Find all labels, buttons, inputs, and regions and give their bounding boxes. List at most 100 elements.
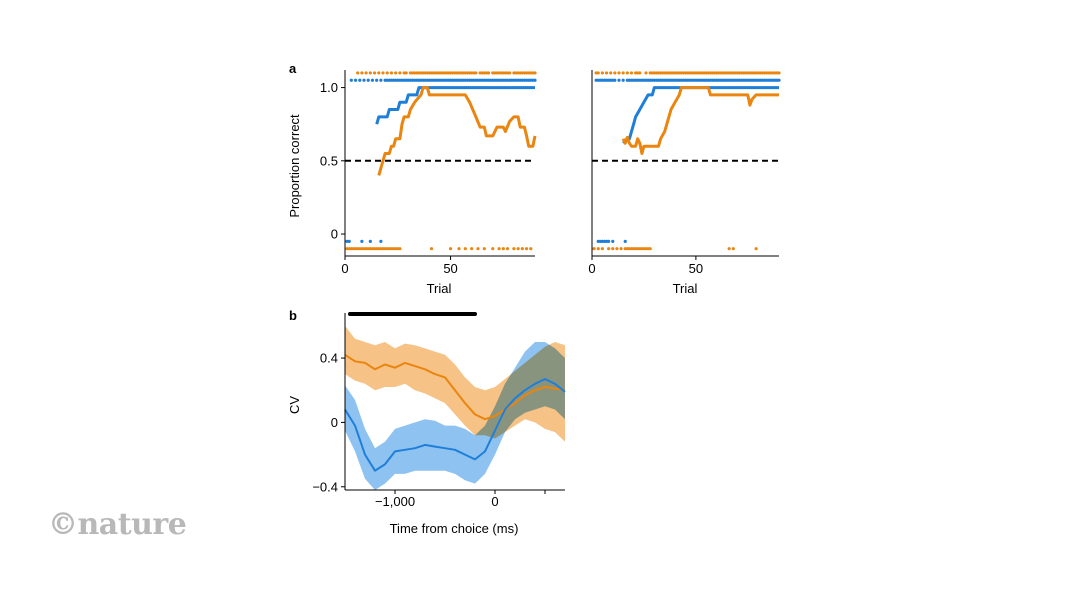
trial-outcome-dot bbox=[644, 71, 648, 75]
trial-outcome-dot bbox=[385, 71, 389, 75]
trial-outcome-dot bbox=[404, 71, 408, 75]
trial-outcome-dot bbox=[370, 78, 375, 82]
trial-outcome-dot bbox=[356, 71, 360, 75]
trial-outcome-dot bbox=[364, 71, 368, 75]
trial-outcome-dot bbox=[474, 71, 478, 75]
trial-outcome-dot bbox=[611, 239, 615, 243]
trial-outcome-dot bbox=[629, 71, 634, 75]
trial-outcome-dot bbox=[731, 247, 735, 251]
trial-outcome-dot bbox=[497, 247, 501, 251]
trial-outcome-dot bbox=[533, 78, 537, 82]
trial-outcome-dot bbox=[607, 247, 611, 251]
series-line-orange bbox=[377, 86, 537, 176]
trial-outcome-dot bbox=[358, 78, 362, 82]
trial-outcome-dot bbox=[353, 78, 358, 82]
trial-outcome-dot bbox=[347, 239, 351, 243]
series-line-blue bbox=[375, 86, 535, 125]
x-tick-label: 0 bbox=[491, 494, 498, 509]
trial-outcome-dot bbox=[596, 247, 600, 251]
trial-outcome-dot bbox=[621, 71, 625, 75]
trial-outcome-dot bbox=[379, 78, 383, 82]
trial-outcome-dot bbox=[372, 71, 377, 75]
y-tick-label: 0 bbox=[331, 227, 338, 242]
trial-outcome-dot bbox=[362, 78, 366, 82]
b-y-axis-title: CV bbox=[287, 396, 302, 414]
trial-outcome-dot bbox=[754, 247, 758, 251]
trial-outcome-dot bbox=[501, 247, 505, 251]
trial-outcome-dot bbox=[368, 239, 372, 243]
trial-outcome-dot bbox=[533, 71, 537, 75]
nature-watermark: ©nature bbox=[48, 507, 187, 542]
y-tick-label: 0.5 bbox=[320, 153, 338, 168]
panel-label-a: a bbox=[289, 61, 297, 76]
trial-outcome-dot bbox=[604, 71, 609, 75]
x-tick-label: 50 bbox=[689, 261, 703, 276]
trial-outcome-dot bbox=[505, 247, 510, 251]
trial-outcome-dot bbox=[619, 247, 623, 251]
chart-a-left: 0 50 0 0.5 1.0 bbox=[320, 70, 537, 276]
trial-outcome-dot bbox=[470, 247, 474, 251]
trial-outcome-dot bbox=[648, 247, 652, 251]
trial-outcome-dot bbox=[482, 247, 486, 251]
trial-outcome-dot bbox=[394, 71, 398, 75]
trial-outcome-dot bbox=[429, 247, 434, 251]
trial-outcome-dot bbox=[476, 247, 480, 251]
trial-outcome-dot bbox=[508, 71, 512, 75]
trial-outcome-dot bbox=[491, 247, 495, 251]
trial-outcome-dot bbox=[600, 247, 604, 251]
trial-outcome-dot bbox=[457, 247, 461, 251]
trial-outcome-dot bbox=[381, 71, 385, 75]
trial-outcome-dot bbox=[617, 71, 621, 75]
panel-label-b: b bbox=[289, 308, 297, 323]
trial-outcome-dot bbox=[609, 71, 613, 75]
confidence-band-blue bbox=[345, 342, 565, 490]
trial-outcome-dot bbox=[529, 247, 533, 251]
trial-outcome-dot bbox=[398, 247, 402, 251]
trial-outcome-dot bbox=[727, 247, 731, 251]
trial-outcome-dot bbox=[524, 247, 529, 251]
trial-outcome-dot bbox=[512, 247, 516, 251]
x-tick-label: 0 bbox=[588, 261, 595, 276]
trial-outcome-dot bbox=[516, 247, 520, 251]
x-tick-label: −1,000 bbox=[375, 494, 415, 509]
trial-outcome-dot bbox=[389, 71, 394, 75]
series-line-orange bbox=[621, 86, 779, 155]
trial-outcome-dot bbox=[349, 78, 353, 82]
trial-outcome-dot bbox=[379, 239, 383, 243]
trial-outcome-dot bbox=[600, 71, 604, 75]
x-tick-label: 0 bbox=[341, 261, 348, 276]
trial-outcome-dot bbox=[607, 239, 611, 243]
trial-outcome-dot bbox=[377, 71, 381, 75]
y-tick-label: 0 bbox=[331, 415, 338, 430]
trial-outcome-dot bbox=[623, 239, 627, 243]
trial-outcome-dot bbox=[448, 247, 453, 251]
trial-outcome-dot bbox=[777, 71, 781, 75]
y-tick-label: 0.4 bbox=[320, 351, 338, 366]
trial-outcome-dot bbox=[486, 71, 491, 75]
trial-outcome-dot bbox=[520, 247, 524, 251]
y-tick-label: 1.0 bbox=[320, 80, 338, 95]
trial-outcome-dot bbox=[638, 71, 642, 75]
trial-outcome-dot bbox=[368, 71, 372, 75]
b-x-axis-title: Time from choice (ms) bbox=[390, 521, 519, 536]
a-right-x-axis-title: Trial bbox=[673, 281, 698, 296]
trial-outcome-dot bbox=[360, 239, 364, 243]
trial-outcome-dot bbox=[398, 71, 402, 75]
chart-a-right: 0 50 bbox=[588, 70, 781, 276]
trial-outcome-dot bbox=[613, 78, 617, 82]
x-tick-label: 50 bbox=[443, 261, 457, 276]
trial-outcome-dot bbox=[621, 78, 625, 82]
trial-outcome-dot bbox=[625, 71, 629, 75]
trial-outcome-dot bbox=[777, 78, 781, 82]
a-left-x-axis-title: Trial bbox=[427, 281, 452, 296]
trial-outcome-dot bbox=[463, 247, 467, 251]
trial-outcome-dot bbox=[615, 247, 619, 251]
trial-outcome-dot bbox=[617, 78, 621, 82]
trial-outcome-dot bbox=[611, 247, 615, 251]
mean-line-blue bbox=[344, 378, 566, 472]
trial-outcome-dot bbox=[613, 71, 617, 75]
a-left-y-axis-title: Proportion correct bbox=[287, 114, 302, 218]
trial-outcome-dot bbox=[596, 71, 600, 75]
chart-b: −0.4 0 0.4 −1,000 0 bbox=[312, 312, 566, 509]
